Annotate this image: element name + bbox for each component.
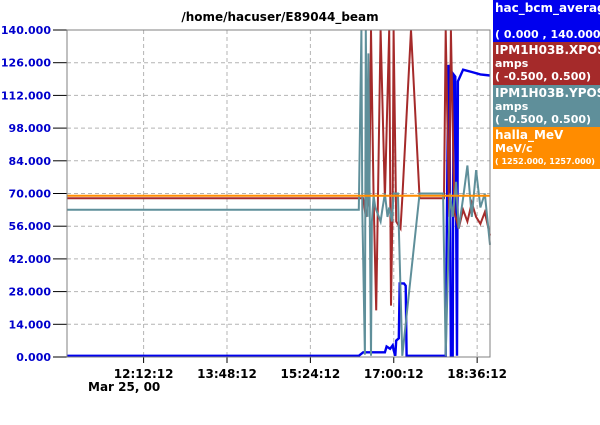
y-tick-label: 84.000 — [9, 155, 52, 168]
legend-series-range: ( -0.500, 0.500) — [495, 70, 592, 83]
legend-series-range: ( 0.000 , 140.000) — [495, 28, 600, 41]
series-lines — [67, 29, 491, 357]
y-tick-label: 140.000 — [1, 24, 51, 37]
y-tick-label: 126.000 — [1, 57, 51, 70]
y-tick-label: 112.000 — [1, 89, 51, 102]
legend-series-unit — [495, 15, 598, 28]
y-tick-label: 0.000 — [16, 351, 51, 364]
x-tick-label: 17:00:12 — [364, 367, 424, 381]
legend-series-name: IPM1H03B.XPOS — [495, 43, 600, 57]
legend-series-range: ( 1252.000, 1257.000) — [495, 157, 595, 166]
chart-title: /home/hacuser/E89044_beam — [181, 10, 379, 24]
legend-entry-ipm1h03b-ypos: IPM1H03B.YPOS amps ( -0.500, 0.500) — [493, 85, 600, 127]
legend-entry-ipm1h03b-xpos: IPM1H03B.XPOS amps ( -0.500, 0.500) — [493, 42, 600, 85]
x-tick-label: 13:48:12 — [197, 367, 257, 381]
x-axis-date-label: Mar 25, 00 — [88, 380, 161, 394]
legend-series-range: ( -0.500, 0.500) — [495, 113, 592, 126]
axes: 0.000 14.000 28.000 42.000 56.000 70.000 84.00… — [1, 24, 507, 381]
legend-entry-hac-bcm-average: hac_bcm_average ( 0.000 , 140.000) — [493, 0, 600, 42]
x-tick-label: 12:12:12 — [114, 367, 174, 381]
series-line-ipm1h03b-ypos — [67, 29, 491, 356]
x-tick-label: 15:24:12 — [281, 367, 341, 381]
y-tick-label: 42.000 — [9, 253, 52, 266]
y-tick-label: 56.000 — [9, 220, 52, 233]
legend-series-name: halla_MeV — [495, 128, 564, 142]
y-tick-label: 28.000 — [9, 286, 52, 299]
legend-series-name: IPM1H03B.YPOS — [495, 86, 600, 100]
legend-series-name: hac_bcm_average — [495, 1, 600, 15]
series-line-ipm1h03b-xpos — [67, 29, 491, 311]
legend-entry-halla-mev: halla_MeV MeV/c ( 1252.000, 1257.000) — [493, 127, 600, 169]
y-tick-label: 70.000 — [9, 188, 52, 201]
y-tick-label: 14.000 — [9, 318, 52, 331]
series-line-hac-bcm-average — [67, 64, 491, 357]
plot-frame — [66, 29, 491, 358]
legend-series-unit: amps — [495, 57, 529, 70]
y-tick-label: 98.000 — [9, 122, 52, 135]
legend-series-unit: amps — [495, 100, 529, 113]
legend-series-unit: MeV/c — [495, 142, 533, 155]
x-tick-label: 18:36:12 — [447, 367, 507, 381]
